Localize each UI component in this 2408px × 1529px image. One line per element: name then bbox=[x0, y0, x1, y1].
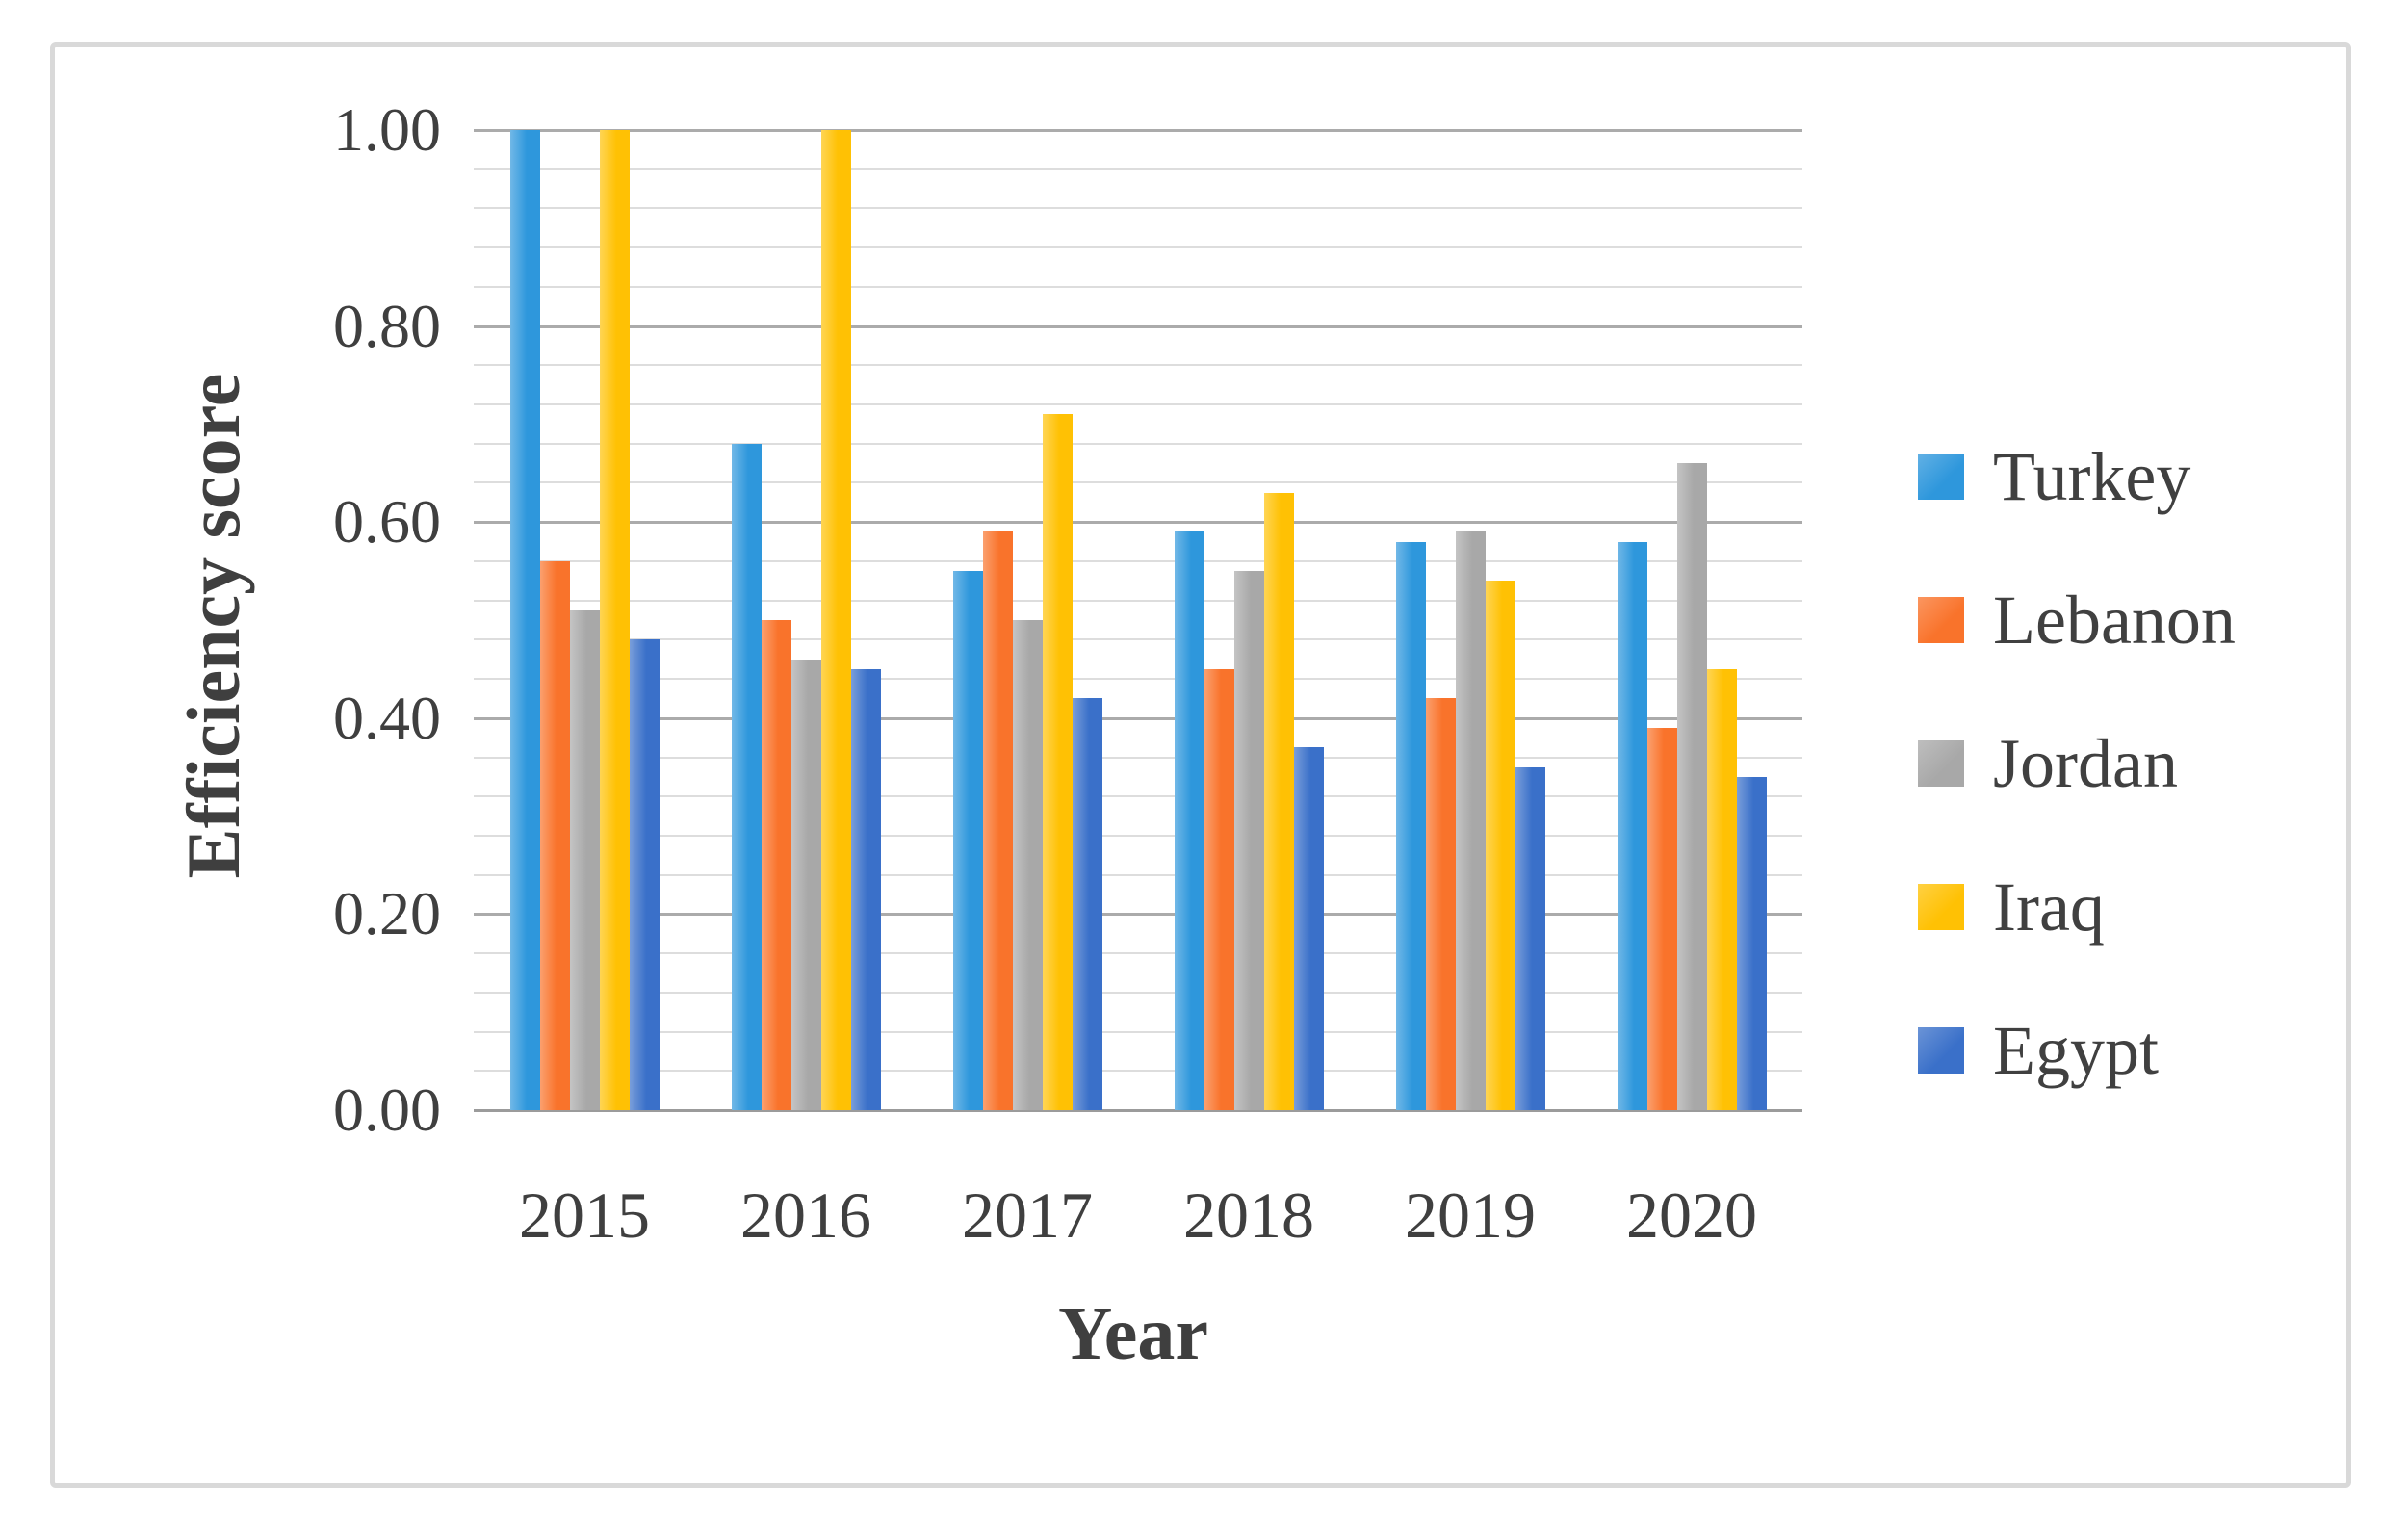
minor-gridline bbox=[474, 246, 1802, 249]
minor-gridline bbox=[474, 638, 1802, 641]
minor-gridline bbox=[474, 559, 1802, 562]
x-category-label: 2018 bbox=[1183, 1179, 1314, 1252]
minor-gridline bbox=[474, 756, 1802, 759]
bar-jordan-2019 bbox=[1455, 531, 1486, 1110]
minor-gridline bbox=[474, 442, 1802, 445]
x-category-label: 2017 bbox=[962, 1179, 1093, 1252]
bar-turkey-2019 bbox=[1395, 541, 1426, 1110]
bar-egypt-2020 bbox=[1736, 776, 1767, 1110]
x-category-label: 2015 bbox=[519, 1179, 650, 1252]
minor-gridline bbox=[474, 285, 1802, 288]
y-tick-label: 0.00 bbox=[333, 1075, 441, 1144]
minor-gridline bbox=[474, 795, 1802, 798]
x-axis-title: Year bbox=[1058, 1291, 1208, 1375]
legend-label-egypt: Egypt bbox=[1993, 1011, 2159, 1089]
y-tick-label: 0.40 bbox=[333, 683, 441, 752]
bar-jordan-2015 bbox=[569, 609, 600, 1110]
legend-label-iraq: Iraq bbox=[1993, 868, 2105, 946]
bar-turkey-2020 bbox=[1617, 541, 1647, 1110]
x-category-label: 2019 bbox=[1405, 1179, 1536, 1252]
x-category-label: 2020 bbox=[1626, 1179, 1757, 1252]
bar-egypt-2017 bbox=[1072, 698, 1102, 1110]
bar-egypt-2019 bbox=[1515, 766, 1545, 1110]
minor-gridline bbox=[474, 1070, 1802, 1073]
figure-border bbox=[50, 42, 2351, 1488]
bar-iraq-2015 bbox=[599, 130, 630, 1110]
legend-swatch-egypt bbox=[1918, 1026, 1964, 1074]
bar-iraq-2019 bbox=[1485, 581, 1515, 1110]
bar-jordan-2018 bbox=[1233, 571, 1264, 1110]
minor-gridline bbox=[474, 403, 1802, 406]
bar-lebanon-2018 bbox=[1204, 668, 1234, 1110]
major-gridline bbox=[474, 913, 1802, 917]
minor-gridline bbox=[474, 207, 1802, 210]
chart-legend: Turkey Lebanon Jordan Iraq Egypt bbox=[1918, 404, 2236, 1122]
y-axis-title: Efficiency score bbox=[171, 373, 255, 879]
y-tick-label: 0.80 bbox=[333, 291, 441, 360]
major-gridline bbox=[474, 324, 1802, 328]
bar-jordan-2017 bbox=[1012, 620, 1043, 1110]
bar-egypt-2015 bbox=[629, 639, 660, 1110]
bar-lebanon-2019 bbox=[1425, 698, 1456, 1110]
minor-gridline bbox=[474, 364, 1802, 367]
bar-iraq-2020 bbox=[1706, 668, 1737, 1110]
bar-turkey-2018 bbox=[1174, 531, 1204, 1110]
bar-lebanon-2016 bbox=[761, 620, 791, 1110]
legend-item-iraq: Iraq bbox=[1918, 835, 2236, 978]
major-gridline bbox=[474, 716, 1802, 720]
bar-turkey-2015 bbox=[509, 130, 540, 1110]
minor-gridline bbox=[474, 678, 1802, 681]
minor-gridline bbox=[474, 952, 1802, 955]
legend-label-lebanon: Lebanon bbox=[1993, 581, 2236, 659]
legend-swatch-lebanon bbox=[1918, 596, 1964, 643]
bar-turkey-2017 bbox=[952, 571, 983, 1110]
major-gridline bbox=[474, 129, 1802, 132]
bar-iraq-2016 bbox=[820, 130, 851, 1110]
bar-iraq-2017 bbox=[1042, 414, 1073, 1110]
bar-turkey-2016 bbox=[731, 443, 762, 1110]
minor-gridline bbox=[474, 481, 1802, 484]
minor-gridline bbox=[474, 834, 1802, 837]
minor-gridline bbox=[474, 873, 1802, 876]
bar-lebanon-2015 bbox=[539, 560, 570, 1110]
bar-iraq-2018 bbox=[1263, 492, 1294, 1110]
bar-lebanon-2020 bbox=[1646, 727, 1677, 1110]
bar-lebanon-2017 bbox=[982, 531, 1013, 1110]
bar-egypt-2018 bbox=[1293, 747, 1324, 1110]
minor-gridline bbox=[474, 1030, 1802, 1033]
plot-area bbox=[474, 129, 1802, 1112]
minor-gridline bbox=[474, 168, 1802, 170]
minor-gridline bbox=[474, 599, 1802, 602]
legend-item-egypt: Egypt bbox=[1918, 978, 2236, 1122]
bar-jordan-2016 bbox=[790, 659, 821, 1110]
y-tick-label: 1.00 bbox=[333, 95, 441, 164]
legend-label-jordan: Jordan bbox=[1993, 724, 2178, 802]
y-tick-label: 0.20 bbox=[333, 879, 441, 948]
x-axis-line bbox=[474, 1109, 1802, 1112]
legend-swatch-jordan bbox=[1918, 739, 1964, 787]
legend-swatch-turkey bbox=[1918, 453, 1964, 500]
legend-item-turkey: Turkey bbox=[1918, 404, 2236, 548]
bar-egypt-2016 bbox=[850, 668, 881, 1110]
minor-gridline bbox=[474, 991, 1802, 994]
x-category-label: 2016 bbox=[740, 1179, 871, 1252]
major-gridline bbox=[474, 521, 1802, 525]
bar-jordan-2020 bbox=[1676, 463, 1707, 1110]
legend-label-turkey: Turkey bbox=[1993, 437, 2191, 515]
legend-item-lebanon: Lebanon bbox=[1918, 548, 2236, 691]
legend-item-jordan: Jordan bbox=[1918, 691, 2236, 835]
legend-swatch-iraq bbox=[1918, 883, 1964, 930]
y-tick-label: 0.60 bbox=[333, 487, 441, 557]
